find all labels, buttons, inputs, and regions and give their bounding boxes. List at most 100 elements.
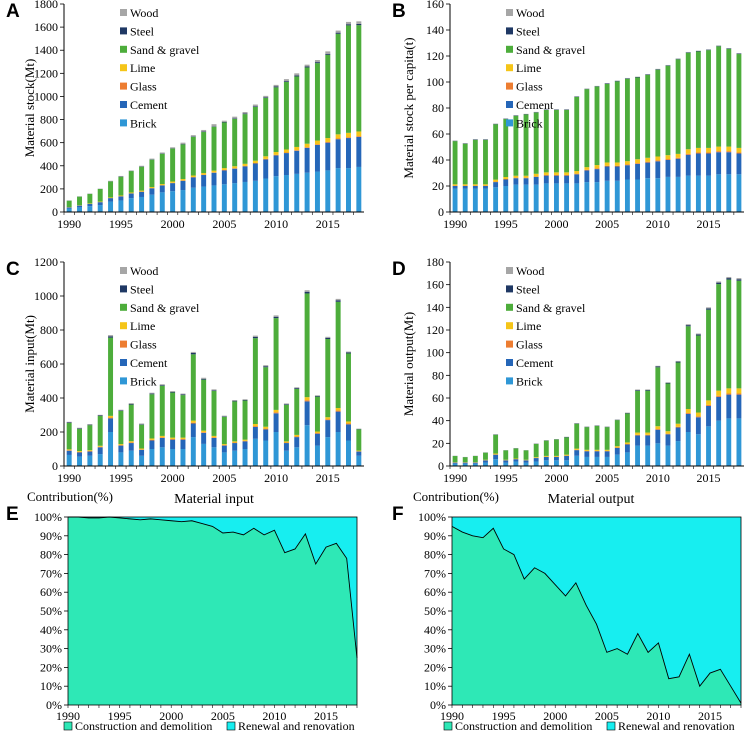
- bar-brick-2004: [594, 456, 600, 466]
- legend-label: Sand & gravel: [130, 43, 200, 57]
- bar-cement-2002: [574, 174, 580, 184]
- bar-steel-2015: [325, 53, 331, 55]
- x-tick-label: 2015: [316, 217, 340, 231]
- bar-glass-1994: [493, 181, 499, 183]
- bar-lime-2004: [594, 165, 600, 169]
- bar-lime-2006: [614, 162, 620, 166]
- x-tick-label: 2005: [595, 217, 619, 231]
- bar-cement-2014: [314, 144, 320, 172]
- bar-sand-gravel-1997: [523, 114, 529, 176]
- bar-cement-1992: [87, 203, 93, 207]
- bar-glass-1998: [533, 176, 539, 177]
- bar-cement-2002: [190, 423, 196, 438]
- bar-glass-2014: [695, 416, 701, 418]
- bar-glass-2010: [655, 160, 661, 162]
- y-tick-label: 160: [426, 278, 444, 292]
- bar-wood-2012: [294, 73, 300, 76]
- legend-label: Lime: [130, 61, 155, 75]
- bar-steel-2014: [314, 395, 320, 397]
- area-construction-and-demolition: [452, 526, 741, 705]
- bar-wood-2003: [201, 377, 207, 379]
- bar-brick-2003: [584, 456, 590, 466]
- bar-sand-gravel-2005: [221, 122, 227, 169]
- bar-brick-2015: [325, 170, 331, 212]
- bar-sand-gravel-1996: [128, 171, 134, 193]
- y-tick-label: 1400: [34, 43, 58, 57]
- legend-swatch-brick: [120, 119, 127, 127]
- bar-sand-gravel-2003: [584, 427, 590, 450]
- legend-swatch-renewal-and-renovation: [226, 721, 236, 731]
- bar-brick-2014: [314, 171, 320, 212]
- bar-sand-gravel-2017: [726, 48, 732, 147]
- bar-glass-2011: [665, 159, 671, 160]
- bar-cement-1990: [66, 207, 72, 209]
- bar-cement-2000: [170, 183, 176, 192]
- bar-cement-1998: [533, 176, 539, 185]
- bar-cement-2014: [314, 433, 320, 446]
- bar-sand-gravel-2013: [685, 52, 691, 150]
- y-tick-label: 20: [432, 436, 444, 450]
- bar-wood-2001: [180, 142, 186, 145]
- bar-sand-gravel-1990: [66, 200, 72, 208]
- legend-label: Brick: [130, 116, 157, 130]
- bar-cement-1998: [149, 440, 155, 449]
- bar-brick-2001: [180, 449, 186, 466]
- bar-lime-2016: [716, 390, 722, 396]
- bar-sand-gravel-1995: [118, 176, 124, 196]
- bar-wood-2004: [211, 124, 217, 127]
- bar-sand-gravel-2009: [263, 367, 269, 427]
- bar-lime-1991: [462, 184, 468, 186]
- bar-steel-2013: [304, 291, 310, 294]
- bar-lime-2018: [736, 147, 742, 153]
- bar-steel-2015: [325, 337, 331, 340]
- bar-steel-2007: [242, 399, 248, 401]
- bar-cement-2014: [695, 417, 701, 435]
- bar-brick-1994: [493, 187, 499, 212]
- bar-brick-2010: [655, 178, 661, 212]
- bar-steel-1997: [139, 424, 145, 425]
- bar-lime-2017: [346, 421, 351, 424]
- bar-sand-gravel-1990: [66, 422, 72, 450]
- bar-cement-1998: [533, 458, 539, 462]
- bar-lime-2012: [675, 153, 681, 158]
- bar-lime-2009: [645, 157, 651, 162]
- bar-glass-2008: [252, 426, 258, 427]
- panel-A: A 0 200 400 600 800 1000 1200 1400 1600 1800 Materi…: [6, 0, 364, 231]
- legend-label: Sand & gravel: [516, 43, 586, 57]
- bar-cement-2007: [624, 165, 630, 180]
- bar-lime-1994: [108, 415, 114, 418]
- bar-brick-2014: [695, 175, 701, 212]
- bar-wood-1991: [77, 427, 82, 429]
- bar-glass-2015: [325, 141, 331, 143]
- legend-swatch-cement: [120, 359, 127, 366]
- panel-D: D 0 20 40 60 80 100 120 140 160 180 Material output…: [392, 255, 744, 507]
- bar-steel-2005: [221, 416, 227, 417]
- bar-lime-2007: [242, 163, 248, 166]
- bar-steel-1998: [149, 393, 155, 395]
- bar-steel-2010: [655, 366, 661, 368]
- bar-brick-1999: [159, 192, 165, 212]
- bar-brick-2005: [604, 456, 610, 466]
- bar-glass-2013: [685, 412, 691, 414]
- bar-brick-2013: [685, 432, 691, 466]
- bar-steel-2004: [211, 390, 217, 391]
- bar-lime-1990: [452, 184, 458, 186]
- panel-label-F: F: [392, 504, 404, 525]
- bar-sand-gravel-2007: [242, 400, 248, 440]
- bar-wood-2005: [221, 415, 227, 417]
- bar-sand-gravel-2001: [180, 144, 186, 180]
- bar-cement-2001: [180, 180, 186, 191]
- bar-cement-2003: [201, 432, 207, 444]
- bar-glass-1999: [159, 437, 165, 438]
- bar-brick-1995: [118, 200, 124, 212]
- bar-cement-2008: [635, 435, 640, 446]
- bar-glass-2010: [273, 154, 279, 156]
- bar-sand-gravel-1992: [87, 425, 93, 451]
- bar-brick-1997: [523, 184, 529, 212]
- y-tick-label: 20%: [40, 660, 62, 674]
- y-tick-label: 140: [426, 23, 444, 37]
- bar-cement-2000: [554, 175, 559, 184]
- x-tick-label: 1990: [443, 217, 467, 231]
- bar-cement-2010: [655, 161, 661, 179]
- bar-sand-gravel-2005: [604, 83, 610, 163]
